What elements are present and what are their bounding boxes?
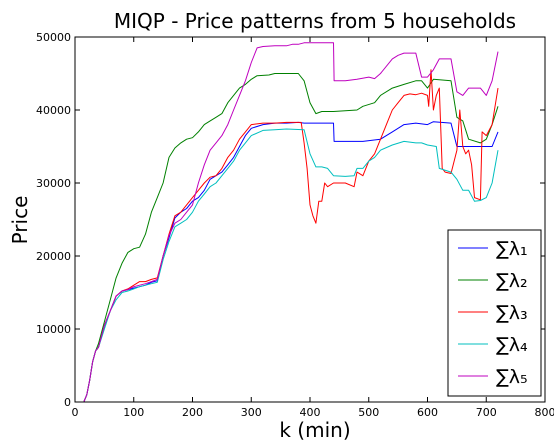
x-tick-label-7: 700 — [476, 406, 497, 419]
legend-label-2: ∑λ₂ — [496, 270, 528, 292]
x-tick-label-2: 200 — [182, 406, 203, 419]
x-tick-label-0: 0 — [72, 406, 79, 419]
x-tick-label-4: 400 — [300, 406, 321, 419]
legend: ∑λ₁ ∑λ₂ ∑λ₃ ∑λ₄ ∑λ₅ — [447, 229, 542, 397]
x-tick-label-6: 600 — [417, 406, 438, 419]
legend-label-4: ∑λ₄ — [496, 334, 528, 356]
y-tick-label-5: 50000 — [36, 31, 71, 44]
legend-box — [447, 229, 542, 397]
x-tick-label-1: 100 — [123, 406, 144, 419]
tick-layer: 0 100 200 300 400 500 600 700 800 0 10000 20000 3000… — [36, 31, 554, 419]
y-axis-label: Price — [8, 196, 32, 245]
legend-label-5: ∑λ₅ — [496, 366, 528, 388]
x-tick-label-8: 800 — [535, 406, 554, 419]
series-line-4 — [83, 128, 499, 403]
x-tick-label-3: 300 — [241, 406, 262, 419]
series-line-1 — [83, 121, 499, 403]
legend-label-1: ∑λ₁ — [496, 238, 528, 260]
y-tick-label-2: 20000 — [36, 250, 71, 263]
y-tick-label-1: 10000 — [36, 323, 71, 336]
plot-frame — [74, 36, 546, 403]
y-tick-label-3: 30000 — [36, 177, 71, 190]
series-line-5 — [83, 42, 499, 403]
series-line-2 — [83, 73, 499, 403]
y-tick-label-4: 40000 — [36, 104, 71, 117]
y-tick-label-0: 0 — [64, 396, 71, 409]
series-line-3 — [83, 69, 499, 403]
legend-label-3: ∑λ₃ — [496, 302, 528, 324]
series-layer — [83, 42, 499, 403]
chart-title: MIQP - Price patterns from 5 households — [114, 9, 516, 33]
x-tick-label-5: 500 — [358, 406, 379, 419]
x-axis-label: k (min) — [279, 418, 350, 440]
